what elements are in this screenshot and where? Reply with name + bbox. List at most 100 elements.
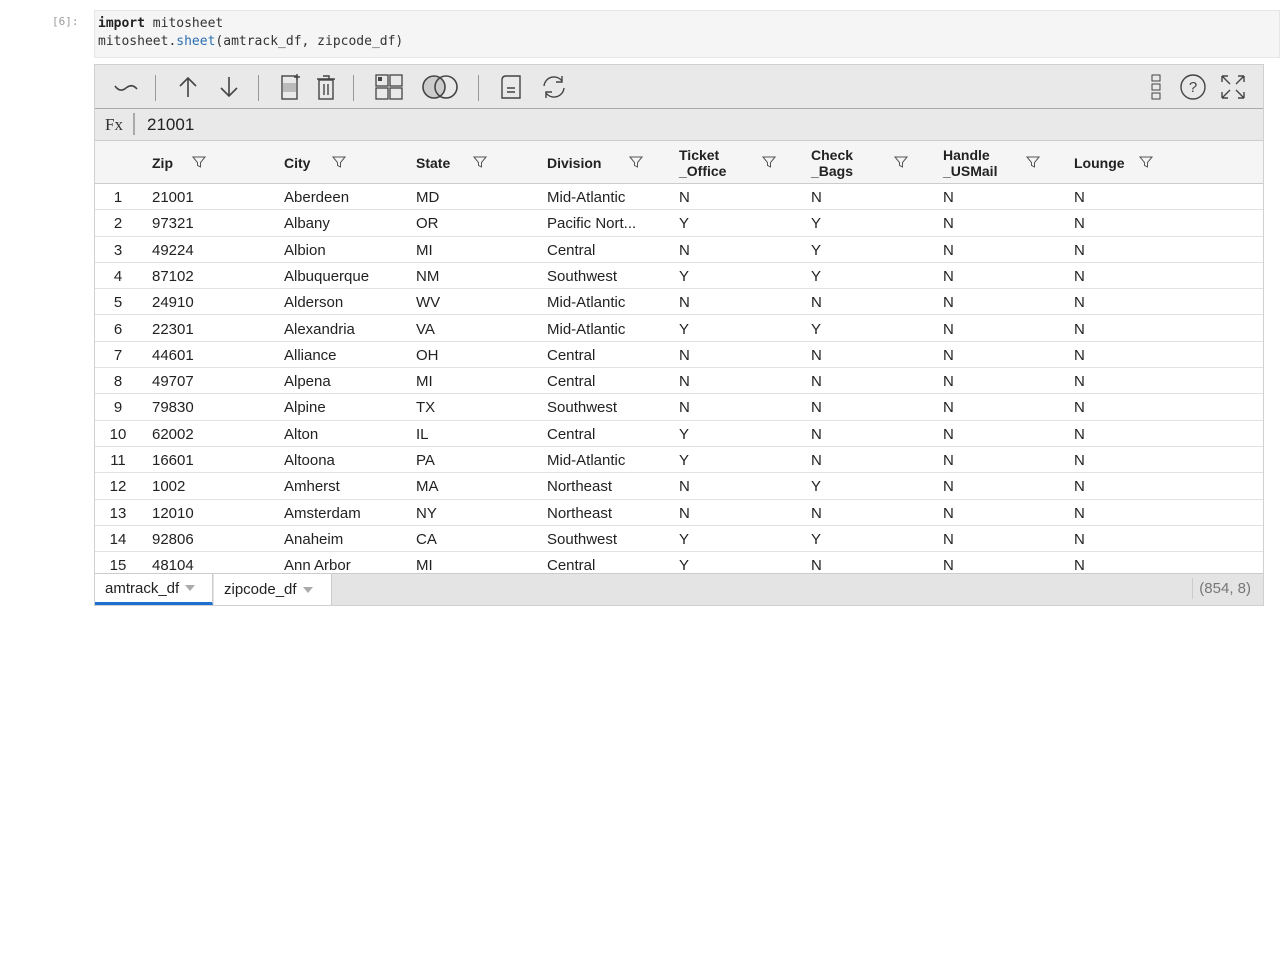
cell-division[interactable]: Mid-Atlantic <box>547 294 626 312</box>
cell-ticket[interactable]: Y <box>679 215 690 233</box>
cell-state[interactable]: IL <box>416 425 429 443</box>
cell-lounge[interactable]: N <box>1074 452 1085 469</box>
merge-button[interactable] <box>417 73 463 101</box>
cell-check[interactable]: N <box>811 504 822 522</box>
table-row[interactable]: 13 12010 Amsterdam NY Northeast N N N N <box>95 500 1263 526</box>
cell-zip[interactable]: 92806 <box>152 530 194 548</box>
cell-ticket[interactable]: N <box>679 189 690 206</box>
cell-city[interactable]: Albany <box>284 215 330 233</box>
cell-check[interactable]: Y <box>811 267 822 285</box>
move-down-button[interactable] <box>214 73 244 101</box>
cell-lounge[interactable]: N <box>1074 504 1085 522</box>
filter-icon[interactable] <box>1026 155 1040 169</box>
cell-check[interactable]: N <box>811 346 822 364</box>
table-row[interactable]: 9 79830 Alpine TX Southwest N N N N <box>95 394 1263 421</box>
table-row[interactable]: 8 49707 Alpena MI Central N N N N <box>95 368 1263 395</box>
add-column-button[interactable] <box>275 73 305 101</box>
cell-check[interactable]: Y <box>811 320 822 338</box>
cell-lounge[interactable]: N <box>1074 215 1085 233</box>
cell-state[interactable]: NM <box>416 267 440 285</box>
cell-division[interactable]: Northeast <box>547 478 613 496</box>
cell-state[interactable]: WV <box>416 294 441 312</box>
cell-state[interactable]: CA <box>416 530 437 548</box>
cell-zip[interactable]: 79830 <box>152 399 194 417</box>
column-header-ticket[interactable]: Ticket _Office <box>679 141 726 184</box>
table-row[interactable]: 1 21001 Aberdeen MD Mid-Atlantic N N N N <box>95 184 1263 211</box>
cell-lounge[interactable]: N <box>1074 267 1085 285</box>
cell-city[interactable]: Albion <box>284 241 326 259</box>
cell-handle[interactable]: N <box>943 320 954 338</box>
cell-state[interactable]: MI <box>416 241 433 259</box>
cell-handle[interactable]: N <box>943 425 954 443</box>
cell-handle[interactable]: N <box>943 373 954 391</box>
cell-check[interactable]: N <box>811 425 822 443</box>
cell-division[interactable]: Southwest <box>547 530 618 548</box>
chevron-down-icon[interactable] <box>185 585 196 591</box>
filter-icon[interactable] <box>894 155 908 169</box>
cell-lounge[interactable]: N <box>1074 557 1085 575</box>
row-index[interactable]: 7 <box>113 346 123 364</box>
column-header-lounge[interactable]: Lounge <box>1074 141 1125 184</box>
cell-lounge[interactable]: N <box>1074 373 1085 391</box>
cell-state[interactable]: OH <box>416 346 439 364</box>
cell-ticket[interactable]: Y <box>679 320 690 338</box>
filter-icon[interactable] <box>762 155 776 169</box>
code-cell[interactable]: import mitosheet mitosheet.sheet(amtrack… <box>94 10 1280 58</box>
cell-check[interactable]: Y <box>811 478 822 496</box>
cell-city[interactable]: Aberdeen <box>284 189 350 206</box>
cell-ticket[interactable]: Y <box>679 425 690 443</box>
cell-zip[interactable]: 62002 <box>152 425 194 443</box>
cell-state[interactable]: NY <box>416 504 437 522</box>
table-row[interactable]: 15 48104 Ann Arbor MI Central Y N N N <box>95 552 1263 575</box>
column-header-city[interactable]: City <box>284 141 310 184</box>
cell-division[interactable]: Northeast <box>547 504 613 522</box>
cell-handle[interactable]: N <box>943 452 954 469</box>
cell-city[interactable]: Alliance <box>284 346 337 364</box>
cell-handle[interactable]: N <box>943 530 954 548</box>
cell-handle[interactable]: N <box>943 557 954 575</box>
table-row[interactable]: 6 22301 Alexandria VA Mid-Atlantic Y Y N N <box>95 316 1263 342</box>
row-index[interactable]: 1 <box>113 189 123 206</box>
cell-zip[interactable]: 24910 <box>152 294 194 312</box>
column-header-check[interactable]: Check _Bags <box>811 141 853 184</box>
export-button[interactable] <box>496 73 526 101</box>
formula-input[interactable] <box>147 113 1147 137</box>
fullscreen-button[interactable] <box>1218 73 1248 101</box>
cell-lounge[interactable]: N <box>1074 530 1085 548</box>
filter-icon[interactable] <box>332 155 346 169</box>
cell-zip[interactable]: 44601 <box>152 346 194 364</box>
cell-division[interactable]: Southwest <box>547 399 618 417</box>
row-index[interactable]: 4 <box>113 267 123 285</box>
row-index[interactable]: 14 <box>109 530 127 548</box>
cell-state[interactable]: MD <box>416 189 440 206</box>
table-row[interactable]: 10 62002 Alton IL Central Y N N N <box>95 421 1263 447</box>
cell-ticket[interactable]: Y <box>679 267 690 285</box>
cell-zip[interactable]: 49707 <box>152 373 194 391</box>
cell-handle[interactable]: N <box>943 189 954 206</box>
cell-city[interactable]: Alpine <box>284 399 326 417</box>
chevron-down-icon[interactable] <box>302 586 313 593</box>
cell-zip[interactable]: 1002 <box>152 478 186 496</box>
row-index[interactable]: 5 <box>113 294 123 312</box>
cell-state[interactable]: PA <box>416 452 435 469</box>
cell-check[interactable]: N <box>811 373 822 391</box>
cell-zip[interactable]: 12010 <box>152 504 194 522</box>
row-index[interactable]: 6 <box>113 320 123 338</box>
cell-division[interactable]: Central <box>547 241 596 259</box>
cell-lounge[interactable]: N <box>1074 320 1085 338</box>
cell-division[interactable]: Central <box>547 557 596 575</box>
cell-division[interactable]: Central <box>547 425 596 443</box>
cell-lounge[interactable]: N <box>1074 241 1085 259</box>
row-index[interactable]: 15 <box>109 557 127 575</box>
cell-ticket[interactable]: N <box>679 478 690 496</box>
cell-state[interactable]: OR <box>416 215 439 233</box>
cell-division[interactable]: Pacific Nort... <box>547 215 637 233</box>
cell-city[interactable]: Alderson <box>284 294 344 312</box>
cell-city[interactable]: Altoona <box>284 452 335 469</box>
table-row[interactable]: 7 44601 Alliance OH Central N N N N <box>95 342 1263 369</box>
cell-city[interactable]: Anaheim <box>284 530 344 548</box>
cell-ticket[interactable]: Y <box>679 530 690 548</box>
cell-check[interactable]: Y <box>811 241 822 259</box>
cell-ticket[interactable]: N <box>679 504 690 522</box>
cell-check[interactable]: N <box>811 557 822 575</box>
